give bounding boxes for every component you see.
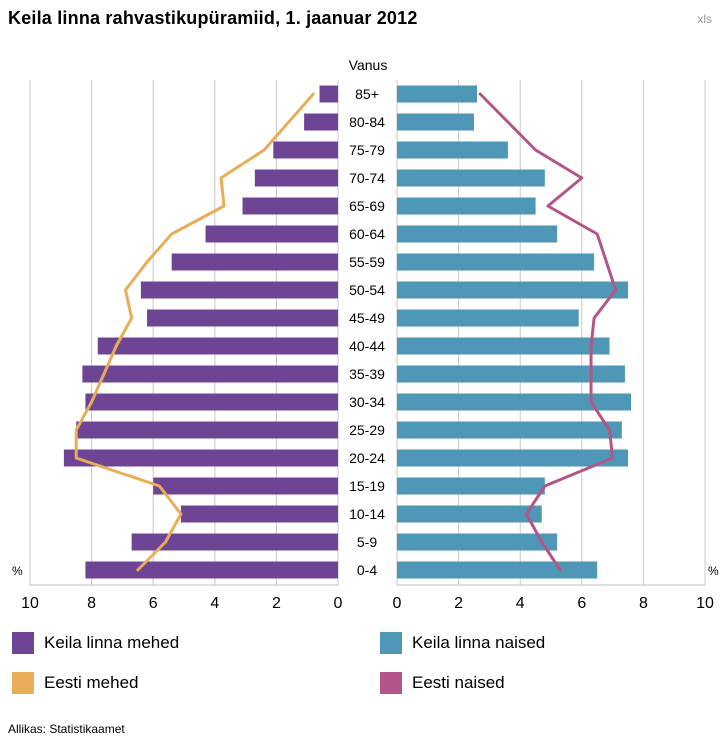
bar-right: [397, 337, 610, 355]
x-tick-label-left: 8: [87, 595, 96, 612]
x-tick-label-left: 0: [334, 595, 343, 612]
x-tick-label-left: 2: [272, 595, 281, 612]
bar-right: [397, 309, 579, 327]
bar-right: [397, 113, 474, 131]
age-group-label: 30-34: [349, 394, 385, 410]
legend-swatch-estonia-women: [380, 672, 402, 694]
source-note: Allikas: Statistikaamet: [8, 722, 125, 736]
age-group-label: 20-24: [349, 450, 385, 466]
x-tick-label-right: 4: [516, 595, 525, 612]
age-group-label: 0-4: [357, 562, 377, 578]
line-right: [478, 92, 618, 572]
age-group-label: 10-14: [349, 506, 385, 522]
bar-left: [85, 561, 338, 579]
bar-left: [319, 85, 338, 103]
legend-swatch-keila-men: [12, 632, 34, 654]
bar-right: [397, 225, 558, 243]
age-group-label: 80-84: [349, 114, 385, 130]
bar-right: [397, 169, 545, 187]
bar-left: [205, 225, 338, 243]
bar-right: [397, 393, 632, 411]
age-group-label: 50-54: [349, 282, 385, 298]
legend-item-estonia-men: Eesti mehed: [12, 672, 139, 694]
age-group-label: 40-44: [349, 338, 385, 354]
bar-right: [397, 533, 558, 551]
bar-right: [397, 449, 628, 467]
legend-item-keila-men: Keila linna mehed: [12, 632, 179, 654]
bar-left: [82, 365, 338, 383]
bar-right: [397, 85, 478, 103]
legend-label-keila-men: Keila linna mehed: [44, 633, 180, 652]
age-group-label: 70-74: [349, 170, 385, 186]
age-group-label: 85+: [355, 86, 379, 102]
line-left: [74, 92, 315, 572]
age-group-label: 25-29: [349, 422, 385, 438]
xls-download-link[interactable]: xls: [697, 12, 712, 26]
bar-left: [254, 169, 338, 187]
bar-left: [153, 477, 338, 495]
bar-left: [304, 113, 338, 131]
legend-label-estonia-women: Eesti naised: [412, 673, 505, 692]
bar-left: [76, 421, 338, 439]
bar-left: [63, 449, 338, 467]
bar-left: [147, 309, 338, 327]
x-tick-label-right: 8: [639, 595, 648, 612]
legend-label-estonia-men: Eesti mehed: [44, 673, 139, 692]
unit-label-right: %: [708, 564, 719, 578]
bar-left: [273, 141, 338, 159]
bar-left: [97, 337, 338, 355]
x-tick-label-left: 6: [149, 595, 158, 612]
age-group-label: 75-79: [349, 142, 385, 158]
age-group-label: 60-64: [349, 226, 385, 242]
legend-swatch-keila-women: [380, 632, 402, 654]
population-pyramid-chart: 10 10 8 8 6 6 4 4 2 2 0 0 Vanus 85+ 80-84 75-79 70-74 65-…: [12, 57, 719, 612]
legend-item-estonia-women: Eesti naised: [380, 672, 505, 694]
age-group-label: 65-69: [349, 198, 385, 214]
x-tick-label-right: 2: [454, 595, 463, 612]
bars: [63, 85, 632, 579]
bar-right: [397, 365, 625, 383]
age-group-label: 5-9: [357, 534, 377, 550]
age-axis-title: Vanus: [349, 57, 388, 73]
bar-left: [242, 197, 338, 215]
bar-left: [140, 281, 338, 299]
bar-right: [397, 505, 542, 523]
legend-swatch-estonia-men: [12, 672, 34, 694]
chart-title: Keila linna rahvastikupüramiid, 1. jaanu…: [8, 8, 418, 28]
age-group-label: 15-19: [349, 478, 385, 494]
grid-lines: [29, 80, 706, 586]
bar-left: [171, 253, 338, 271]
axis-labels: 10 10 8 8 6 6 4 4 2 2 0 0 Vanus 85+ 80-84 75-79 70-74 65-…: [12, 57, 719, 612]
bar-right: [397, 421, 622, 439]
x-tick-label-left: 10: [21, 595, 39, 612]
unit-label-left: %: [12, 564, 23, 578]
legend-label-keila-women: Keila linna naised: [412, 633, 546, 652]
bar-right: [397, 141, 508, 159]
national-lines: [74, 92, 618, 572]
age-group-label: 45-49: [349, 310, 385, 326]
bar-right: [397, 281, 628, 299]
legend-item-keila-women: Keila linna naised: [380, 632, 545, 654]
bar-right: [397, 197, 536, 215]
x-tick-label-left: 4: [210, 595, 219, 612]
x-tick-label-right: 6: [577, 595, 586, 612]
bar-right: [397, 561, 598, 579]
age-group-label: 55-59: [349, 254, 385, 270]
bar-left: [180, 505, 338, 523]
x-tick-label-right: 10: [696, 595, 714, 612]
x-tick-label-right: 0: [393, 595, 402, 612]
age-group-label: 35-39: [349, 366, 385, 382]
bar-left: [131, 533, 338, 551]
bar-right: [397, 253, 595, 271]
bar-left: [85, 393, 338, 411]
bar-right: [397, 477, 545, 495]
